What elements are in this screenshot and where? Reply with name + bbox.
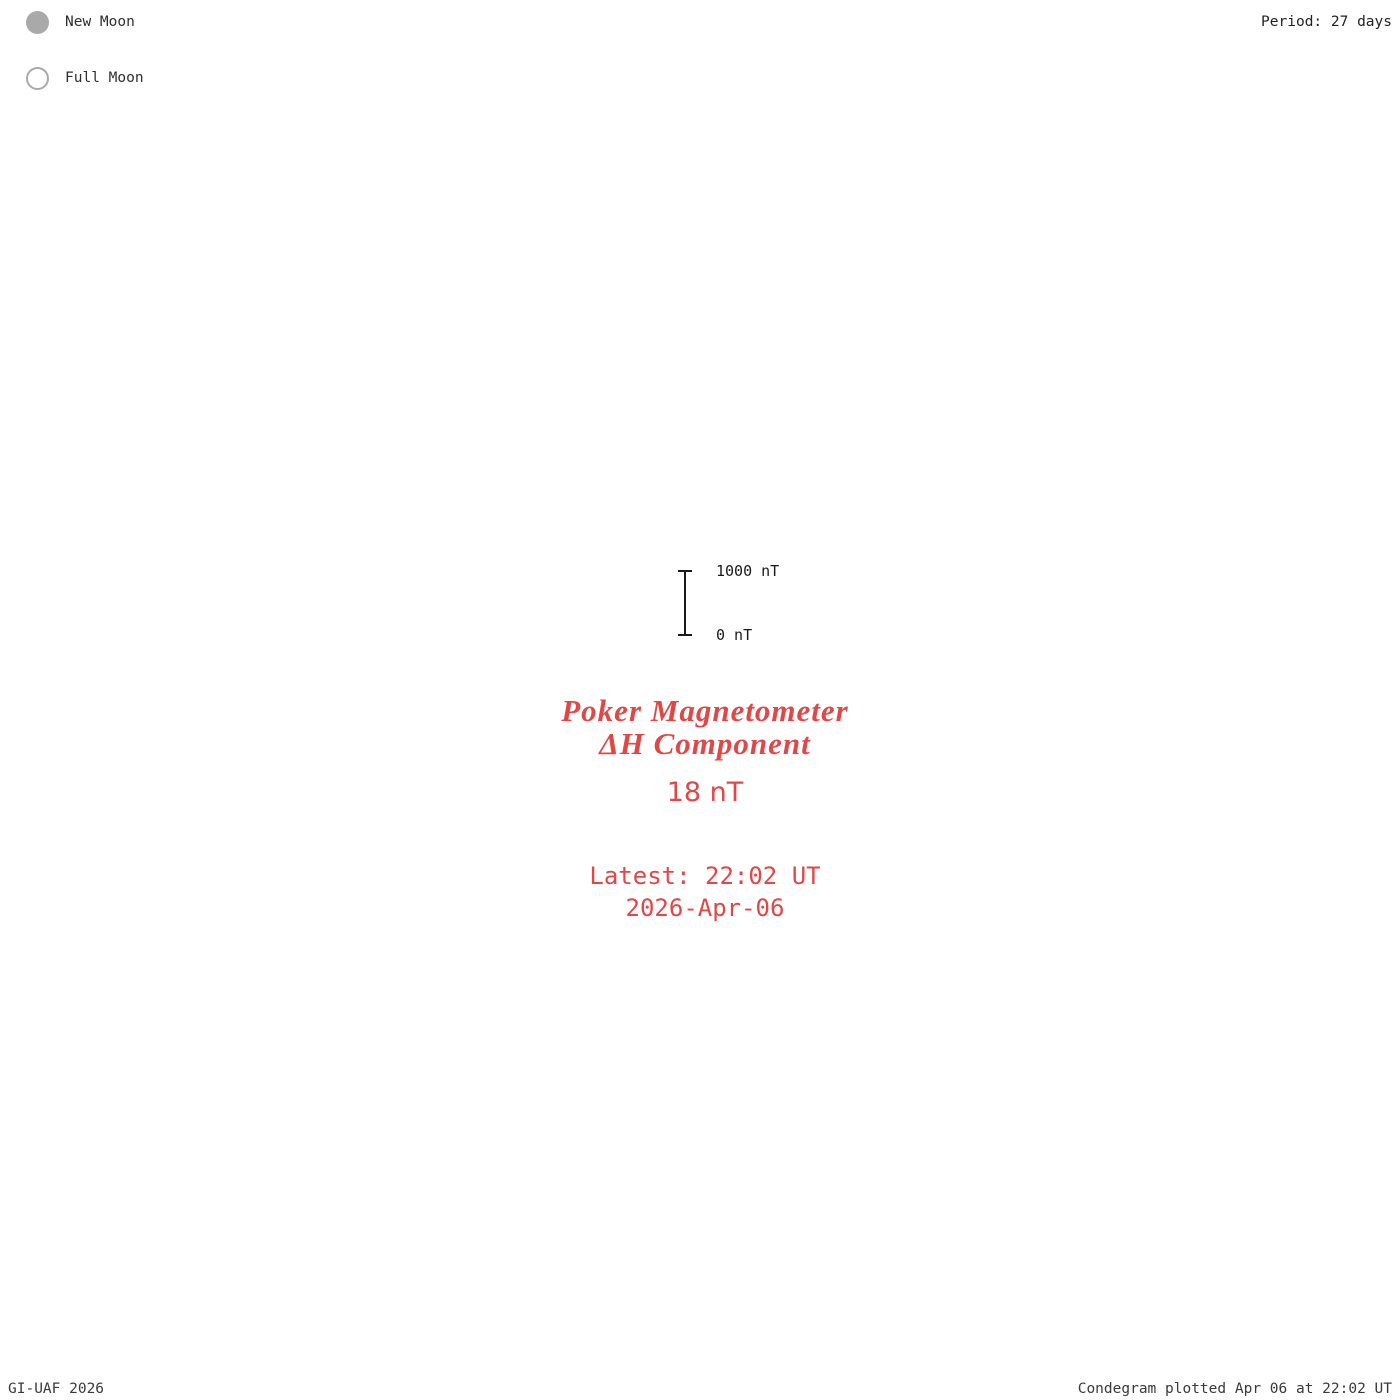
center-title-block: Poker Magnetometer ΔH Component 18 nT La… [0, 693, 1400, 922]
scale-top-label: 1000 nT [716, 562, 780, 580]
new-moon-legend-row: New Moon [26, 8, 144, 36]
latest-date: 2026-Apr-06 [625, 893, 785, 922]
plot-title-line1: Poker Magnetometer [561, 693, 849, 728]
full-moon-label: Full Moon [65, 70, 144, 86]
scale-bar-line [678, 570, 692, 636]
scale-bar: 1000 nT 0 nT [678, 562, 798, 644]
latest-time: Latest: 22:02 UT [589, 861, 821, 890]
scale-bottom-label: 0 nT [716, 626, 753, 644]
range-value: 18 nT [666, 776, 744, 808]
moon-legend: New Moon Full Moon [26, 8, 144, 120]
full-moon-icon [26, 66, 49, 90]
plot-title-line2: ΔH Component [599, 725, 811, 761]
plotted-label: Condegram plotted Apr 06 at 22:02 UT [1077, 1381, 1392, 1397]
new-moon-label: New Moon [65, 14, 135, 30]
full-moon-legend-row: Full Moon [26, 64, 144, 92]
new-moon-icon [26, 10, 49, 34]
period-label: Period: 27 days [1261, 14, 1392, 30]
credit-label: GI-UAF 2026 [8, 1381, 105, 1397]
